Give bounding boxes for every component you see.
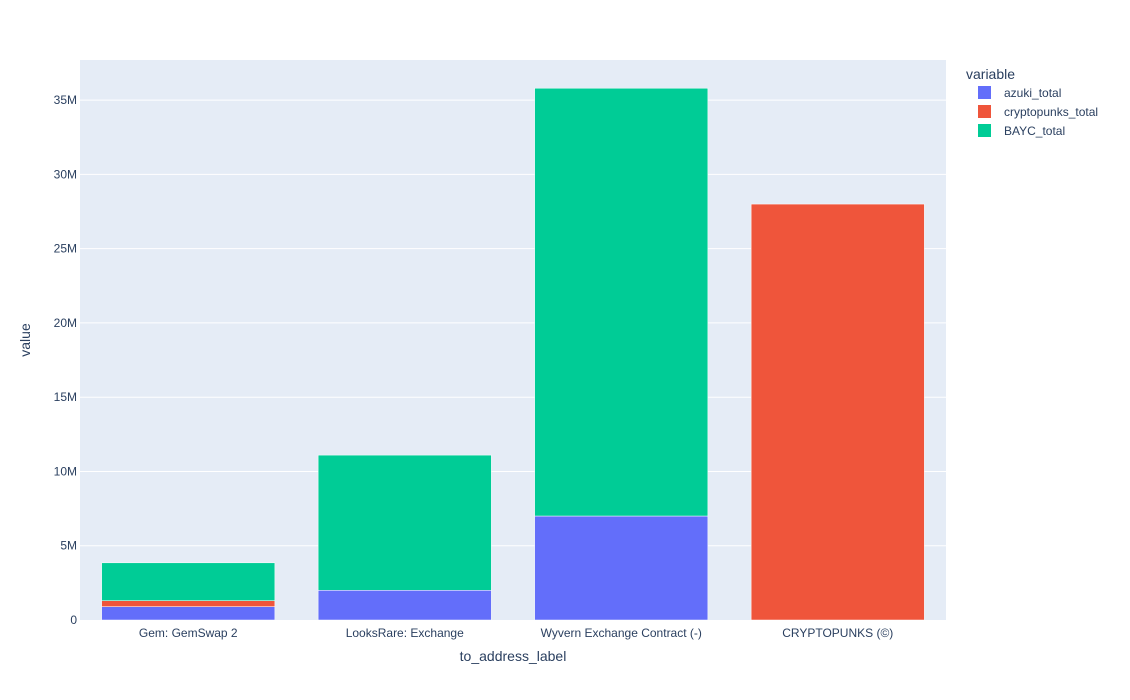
legend: variable azuki_total cryptopunks_total BAY… <box>966 66 1098 138</box>
bar-segment[interactable] <box>317 590 492 621</box>
x-axis-ticks: Gem: GemSwap 2 LooksRare: Exchange Wyvern … <box>139 626 893 640</box>
bar-segment[interactable] <box>534 515 709 621</box>
y-tick-label: 10M <box>54 464 77 478</box>
x-tick-label: LooksRare: Exchange <box>346 626 464 640</box>
y-tick-label: 30M <box>54 167 77 181</box>
legend-item-label[interactable]: BAYC_total <box>1004 124 1065 138</box>
y-tick-label: 5M <box>60 539 77 553</box>
bar-segment[interactable] <box>101 562 276 601</box>
y-axis-ticks: 0 5M 10M 15M 20M 25M 30M 35M <box>54 93 78 627</box>
bar-segment[interactable] <box>534 87 709 517</box>
bar-segment[interactable] <box>317 454 492 591</box>
legend-swatch[interactable] <box>978 105 991 118</box>
legend-swatch[interactable] <box>978 124 991 137</box>
y-tick-label: 35M <box>54 93 77 107</box>
x-tick-label: Wyvern Exchange Contract (-) <box>541 626 702 640</box>
y-tick-label: 20M <box>54 316 77 330</box>
x-tick-label: CRYPTOPUNKS (©) <box>782 626 893 640</box>
x-axis-title: to_address_label <box>460 648 567 664</box>
y-tick-label: 25M <box>54 242 77 256</box>
y-tick-label: 0 <box>70 613 77 627</box>
bar-segment[interactable] <box>101 606 276 621</box>
legend-title: variable <box>966 66 1015 82</box>
y-tick-label: 15M <box>54 390 77 404</box>
legend-swatch[interactable] <box>978 86 991 99</box>
legend-item-label[interactable]: azuki_total <box>1004 86 1061 100</box>
gridlines <box>80 99 946 547</box>
x-tick-label: Gem: GemSwap 2 <box>139 626 238 640</box>
legend-item-label[interactable]: cryptopunks_total <box>1004 105 1098 119</box>
bar-segment[interactable] <box>101 600 276 607</box>
y-axis-title: value <box>17 323 33 357</box>
bar-segment[interactable] <box>750 203 925 621</box>
bars <box>101 87 925 621</box>
